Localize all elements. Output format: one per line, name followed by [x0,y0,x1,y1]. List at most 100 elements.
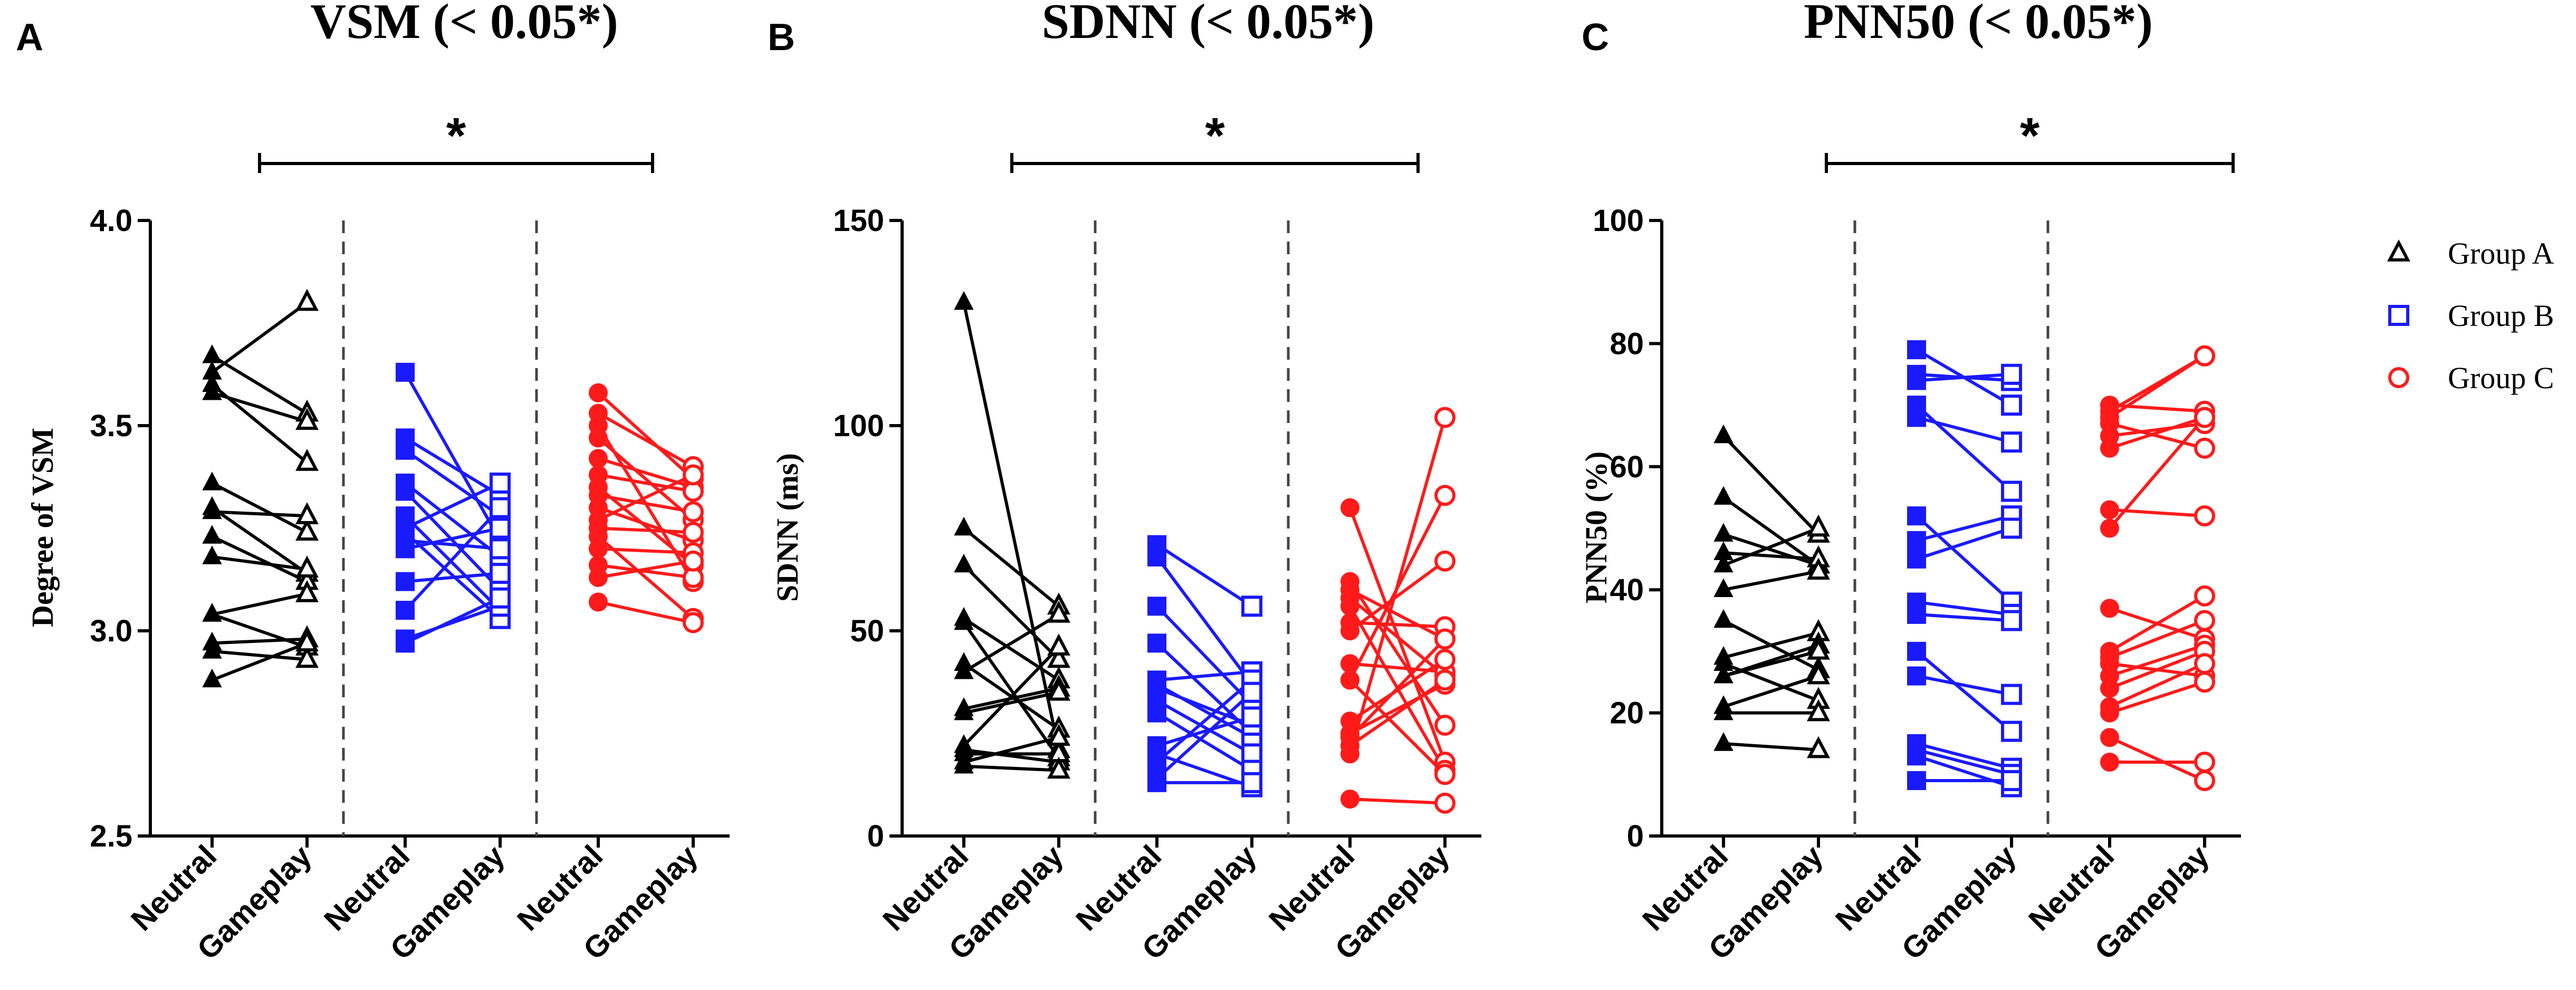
paired-line [2109,619,2206,659]
paired-line [1348,580,1447,726]
neutral-point [1713,486,1734,505]
neutral-point [202,472,222,491]
gameplay-point [295,518,319,541]
paired-line [963,617,1060,681]
neutral-point [202,545,222,564]
paired-line [1916,650,2013,733]
gameplay-point [2194,585,2215,607]
neutral-point [1713,732,1734,751]
gameplay-point [490,538,511,560]
neutral-point [589,449,608,468]
paired-line [962,302,1060,751]
legend-label: Group C [2448,361,2554,395]
gameplay-point [1807,662,1830,685]
paired-line [212,637,308,645]
y-tick-label: 100 [833,409,884,443]
paired-line [598,473,694,493]
paired-line [598,494,694,514]
paired-line [211,506,308,575]
neutral-point [1907,604,1926,624]
paired-line [1348,417,1447,755]
gameplay-point [1047,646,1070,668]
paired-line [404,597,501,645]
y-tick-label: 150 [833,204,884,238]
neutral-point [1147,633,1166,653]
paired-line [1156,699,1253,756]
neutral-point [202,603,222,622]
neutral-point [1147,752,1166,772]
x-tick-label: Neutral [1636,839,1735,937]
series-group-a [202,289,319,688]
gameplay-point [683,612,704,633]
paired-line [1723,674,1819,708]
panel-title: SDNN (< 0.05*) [1042,0,1375,49]
y-axis-label: PNN50 (%) [1579,451,1613,603]
gameplay-point [2001,431,2022,453]
x-tick-label: Neutral [876,839,975,937]
neutral-point [1713,578,1734,597]
paired-line [962,621,1060,759]
paired-line [598,563,694,579]
gameplay-point [490,497,511,518]
neutral-point [1147,703,1166,723]
paired-line [962,646,1060,747]
neutral-point [1713,701,1734,720]
neutral-point [954,516,974,536]
paired-line [404,506,502,612]
x-tick-label: Neutral [318,839,416,937]
neutral-point [202,344,222,363]
neutral-point [396,601,415,620]
paired-line [597,412,694,468]
panel-title: VSM (< 0.05*) [310,0,618,49]
paired-line [597,437,694,522]
paired-line [1722,496,1820,566]
panels-layer: A VSM (< 0.05*) * Degree of VSM 2.5 3.0 3.5 4.0… [16,0,2241,966]
gameplay-point [1241,681,1262,703]
y-tick-label: 50 [850,614,884,648]
paired-line [212,510,308,518]
y-tick-label: 2.5 [90,819,132,853]
paired-line [1155,691,1253,780]
significance-bracket [1825,153,2235,173]
series-group-a [1713,424,1830,758]
paired-line [1349,678,1446,747]
legend-marker-circle [2388,367,2409,388]
y-tick-label: 0 [867,819,884,853]
paired-line [963,527,1060,608]
y-tick-label: 4.0 [90,204,132,238]
neutral-point [1713,523,1734,542]
y-tick-label: 3.5 [90,409,132,443]
neutral-point [2100,599,2119,618]
gameplay-point [295,449,319,471]
neutral-point [202,668,222,688]
neutral-point [1713,664,1734,684]
gameplay-point [2194,610,2215,631]
gameplay-point [2001,720,2022,742]
neutral-point [1907,506,1926,526]
paired-line [211,354,308,415]
gameplay-point [683,522,704,543]
series-group-c [1340,407,1455,814]
paired-line [1156,712,1253,772]
paired-line [1916,742,2012,770]
paired-line [598,600,694,624]
neutral-point [1907,641,1926,661]
neutral-point [1340,597,1359,616]
paired-line [598,559,694,579]
gameplay-point [683,550,704,572]
neutral-point [1147,597,1166,616]
panel-b: B SDNN (< 0.05*) * SDNN (ms) 0 50 100 150 Neutra… [768,0,1481,966]
y-tick-label: 3.0 [90,614,132,648]
paired-line [1723,570,1819,592]
gameplay-point [2194,407,2215,428]
paired-line [597,473,694,522]
y-tick-label: 0 [1627,819,1644,853]
significance-star: * [1205,108,1225,164]
paired-line [212,649,308,661]
paired-line [212,592,308,616]
neutral-point [1340,498,1359,517]
paired-line [1349,597,1446,677]
neutral-point [2100,703,2119,723]
neutral-point [1713,609,1734,628]
gameplay-point [1434,714,1455,736]
